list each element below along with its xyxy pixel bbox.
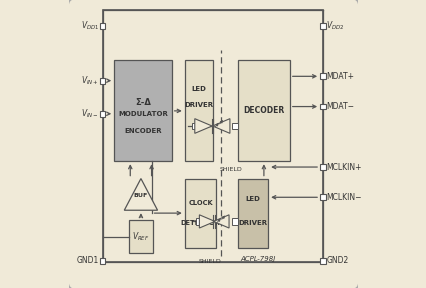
Text: MODULATOR: MODULATOR [118,111,167,117]
Polygon shape [212,119,229,133]
Bar [320,164,325,170]
Bar [320,194,325,200]
Bar [320,73,325,79]
Text: MCLKIN−: MCLKIN− [325,193,361,202]
Bar [100,111,105,117]
Text: CLOCK: CLOCK [188,200,212,206]
Text: SHIELD: SHIELD [219,167,242,173]
Text: $V_{IN-}$: $V_{IN-}$ [81,107,99,120]
Text: DRIVER: DRIVER [184,102,213,108]
Text: GND2: GND2 [325,256,348,265]
Text: MDAT+: MDAT+ [325,72,354,81]
Text: Σ-Δ: Σ-Δ [135,98,150,107]
Text: MDAT−: MDAT− [325,102,354,111]
Text: LED: LED [245,196,260,202]
Text: GND1: GND1 [77,256,99,265]
Bar [100,23,105,29]
Bar [128,220,153,253]
Text: DRIVER: DRIVER [238,221,267,226]
Bar [320,258,325,264]
Bar [184,179,216,248]
FancyBboxPatch shape [68,0,358,288]
Bar [191,123,198,130]
Bar [231,123,237,130]
Text: LED: LED [191,86,206,92]
Bar [231,218,237,225]
Text: SHIELD: SHIELD [198,259,221,264]
Polygon shape [124,179,157,210]
Bar [320,104,325,109]
Bar [100,258,105,264]
Bar [195,218,201,225]
Text: $V_{IN+}$: $V_{IN+}$ [81,74,99,87]
Bar [184,60,213,161]
Bar [237,60,289,161]
Text: $V_{DD1}$: $V_{DD1}$ [81,20,99,32]
Polygon shape [213,215,228,228]
Bar [320,23,325,29]
Text: DETECTOR: DETECTOR [180,221,220,226]
Text: BUF: BUF [133,193,148,198]
Text: ACPL-798J: ACPL-798J [240,256,276,262]
Polygon shape [199,215,214,228]
Text: $V_{DD2}$: $V_{DD2}$ [325,20,344,32]
Text: DECODER: DECODER [243,106,284,115]
Bar [102,10,322,262]
Text: ENCODER: ENCODER [124,128,161,134]
Text: $V_{REF}$: $V_{REF}$ [132,231,149,243]
Polygon shape [194,119,212,133]
Bar [237,179,268,248]
Text: MCLKIN+: MCLKIN+ [325,162,361,172]
Bar [114,60,171,161]
Bar [100,78,105,84]
